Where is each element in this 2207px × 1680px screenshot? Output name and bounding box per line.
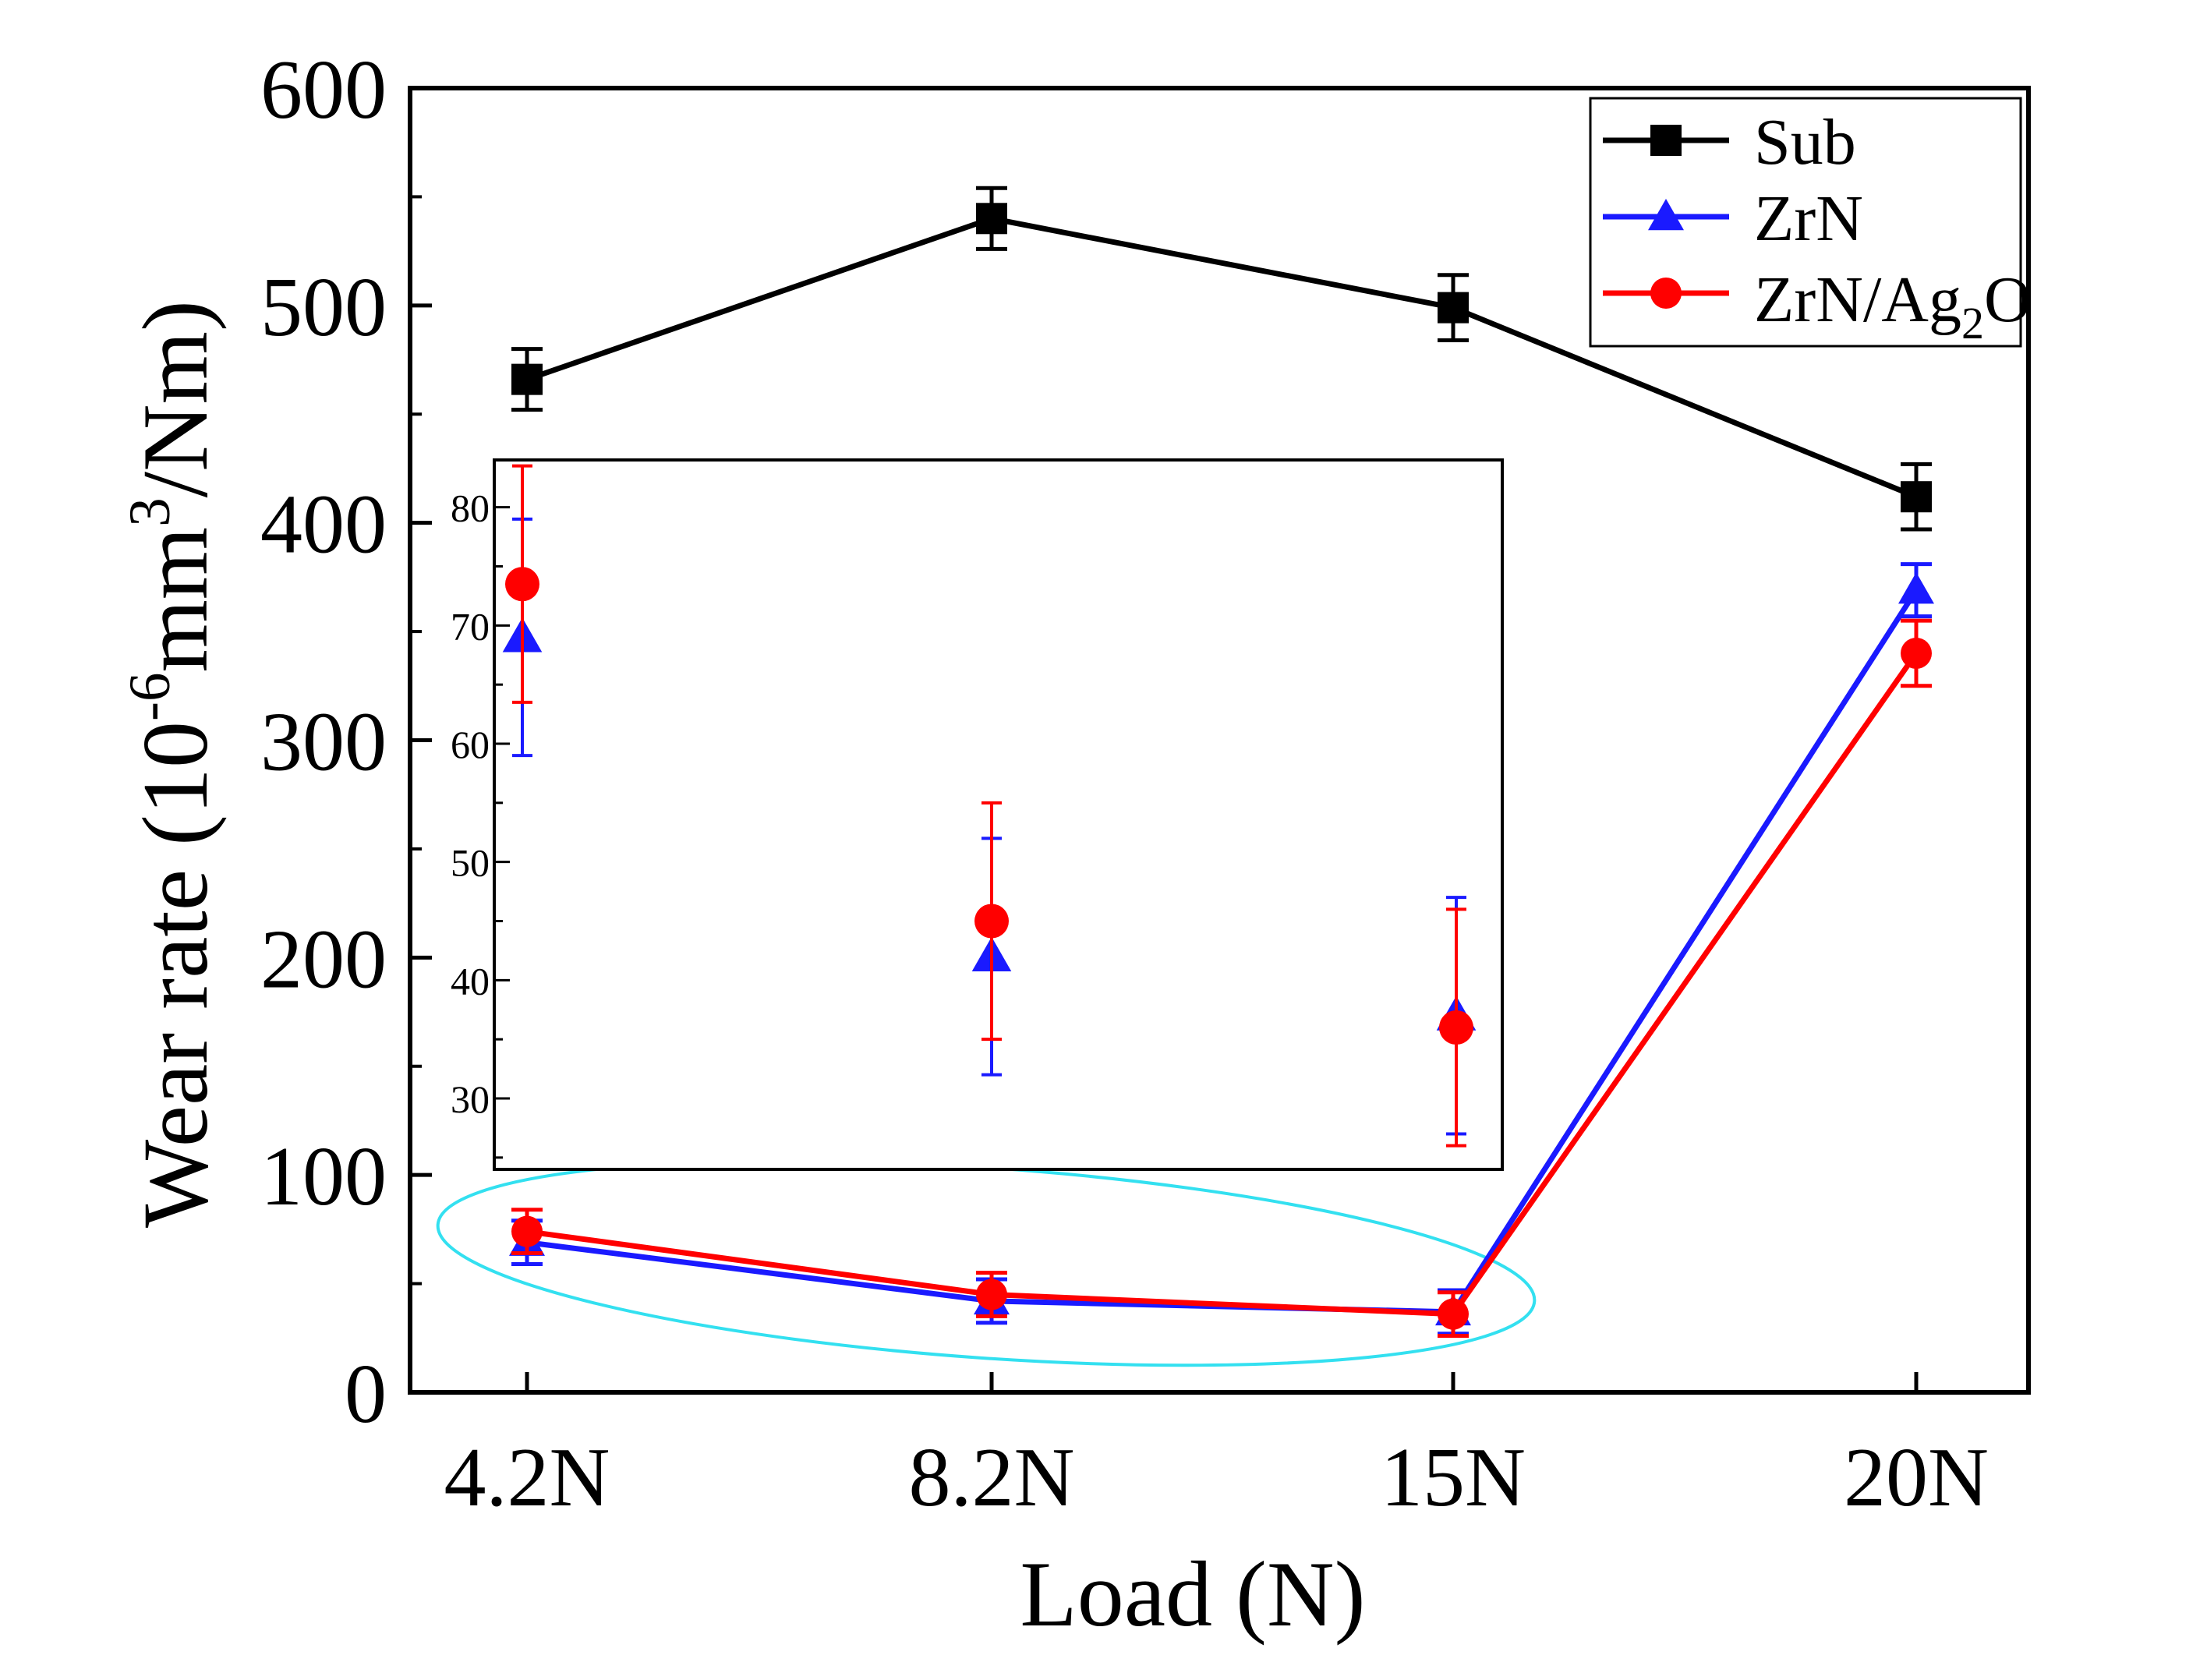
legend-label-suffix: O	[1984, 263, 2032, 336]
data-point	[511, 1215, 543, 1247]
legend-marker	[1650, 278, 1682, 309]
inset-y-tick-label: 50	[451, 841, 490, 885]
y-axis-title: Wear rate (10-6mm3/Nm)	[118, 300, 227, 1228]
y-tick-label: 0	[345, 1348, 387, 1441]
legend-marker	[1648, 199, 1684, 231]
inset-y-tick-label: 60	[451, 723, 490, 766]
inset-series-group	[502, 464, 1477, 1148]
inset-y-tick-label: 30	[451, 1077, 490, 1121]
series-sub	[511, 186, 1932, 532]
inset-data-point	[1439, 1010, 1473, 1045]
data-point	[1901, 481, 1932, 513]
legend-marker	[1650, 125, 1682, 156]
data-point	[976, 203, 1007, 235]
legend-label-sub: 2	[1961, 298, 1984, 348]
main-axes: 0 100 200 300 400 500 600 4.2N 8.2N 15N 20N	[260, 44, 1989, 1524]
legend-label-prefix: ZrN/Ag	[1754, 263, 1961, 336]
x-tick-label: 15N	[1381, 1431, 1526, 1524]
y-tick-label: 500	[260, 261, 387, 354]
y-axis-title-mid: mm	[123, 527, 227, 673]
y-axis-title-sup1: -6	[118, 673, 182, 721]
series-zrn-ag2o	[511, 618, 1932, 1339]
inset-y-tick-label: 70	[451, 604, 490, 648]
y-axis-title-prefix: Wear rate (10	[123, 721, 227, 1228]
x-tick-label: 4.2N	[444, 1431, 610, 1524]
y-axis-title-sup2: 3	[118, 497, 182, 527]
inset-plot-frame	[493, 458, 1504, 1171]
series-line	[526, 651, 1919, 1317]
inset-data-point	[505, 567, 539, 602]
x-tick-label: 20N	[1844, 1431, 1989, 1524]
y-axis-title-suffix: /Nm)	[123, 300, 227, 497]
inset-series-zrn-ag2o	[505, 464, 1473, 1148]
data-point	[1438, 1298, 1469, 1330]
x-axis-title: Load (N)	[1020, 1542, 1365, 1646]
data-point	[1438, 292, 1469, 324]
y-tick-label: 300	[260, 696, 387, 789]
data-point	[511, 363, 543, 395]
main-series-group	[509, 186, 1934, 1339]
x-tick-label: 8.2N	[909, 1431, 1075, 1524]
series-line	[525, 215, 1918, 500]
data-point	[976, 1279, 1007, 1310]
inset-y-tick-label: 40	[451, 959, 490, 1003]
y-tick-label: 100	[260, 1130, 387, 1223]
data-point	[1901, 637, 1932, 669]
y-tick-label: 400	[260, 479, 387, 571]
legend-label: Sub	[1754, 106, 1856, 179]
y-tick-label: 600	[260, 44, 387, 136]
data-point	[1898, 572, 1934, 604]
inset-y-tick-label: 80	[451, 486, 490, 530]
inset-axes: 30 40 50 60 70 80	[451, 486, 510, 1159]
legend-label: ZrN	[1754, 182, 1863, 255]
y-tick-label: 200	[260, 913, 387, 1006]
inset-data-point	[974, 904, 1009, 939]
legend-label: ZrN/Ag2O	[1754, 263, 2032, 348]
